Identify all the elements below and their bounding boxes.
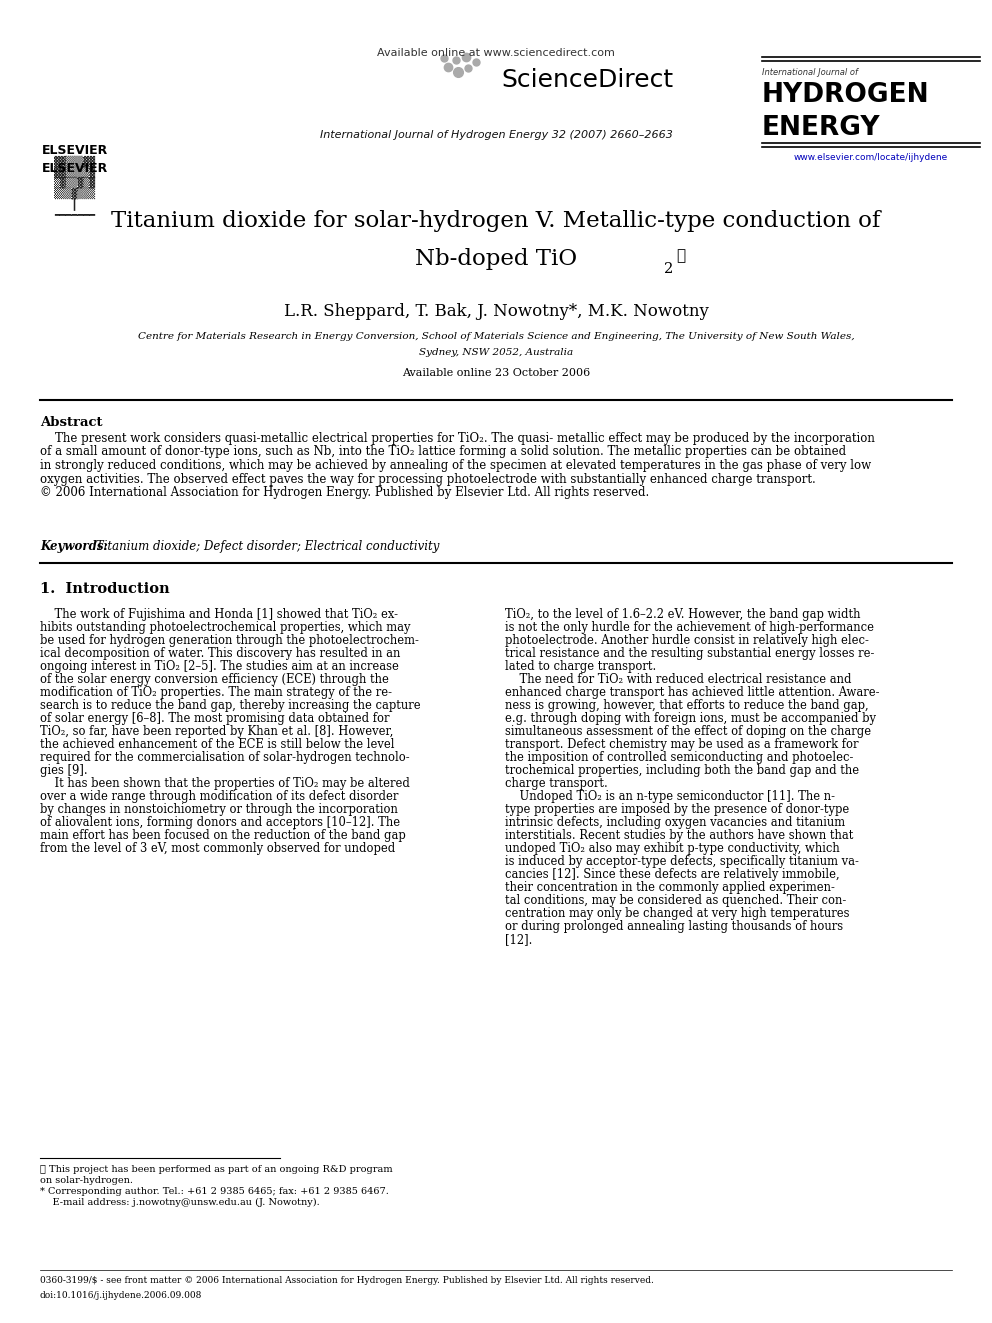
Text: ELSEVIER: ELSEVIER — [42, 161, 108, 175]
Text: * Corresponding author. Tel.: +61 2 9385 6465; fax: +61 2 9385 6467.: * Corresponding author. Tel.: +61 2 9385… — [40, 1187, 389, 1196]
Text: charge transport.: charge transport. — [505, 777, 608, 790]
Bar — [15, 60, 145, 155]
Text: TiO₂, so far, have been reported by Khan et al. [8]. However,: TiO₂, so far, have been reported by Khan… — [40, 725, 394, 738]
Text: type properties are imposed by the presence of donor-type: type properties are imposed by the prese… — [505, 803, 849, 816]
Text: TiO₂, to the level of 1.6–2.2 eV. However, the band gap width: TiO₂, to the level of 1.6–2.2 eV. Howeve… — [505, 609, 860, 620]
Text: of aliovalent ions, forming donors and acceptors [10–12]. The: of aliovalent ions, forming donors and a… — [40, 816, 400, 830]
Text: Abstract: Abstract — [40, 415, 102, 429]
Text: is induced by acceptor-type defects, specifically titanium va-: is induced by acceptor-type defects, spe… — [505, 855, 859, 868]
Text: ▓▓▒▒▒▓▓
▓▓▒▒▒▒▓
▒▓▒▒▓▒▓
▒▒▒▓▒▒▒
   ┃   
━━━━━━━: ▓▓▒▒▒▓▓ ▓▓▒▒▒▒▓ ▒▓▒▒▓▒▓ ▒▒▒▓▒▒▒ ┃ ━━━━━━… — [55, 155, 95, 220]
Text: be used for hydrogen generation through the photoelectrochem-: be used for hydrogen generation through … — [40, 634, 419, 647]
Text: doi:10.1016/j.ijhydene.2006.09.008: doi:10.1016/j.ijhydene.2006.09.008 — [40, 1291, 202, 1301]
Text: L.R. Sheppard, T. Bak, J. Nowotny*, M.K. Nowotny: L.R. Sheppard, T. Bak, J. Nowotny*, M.K.… — [284, 303, 708, 320]
Text: It has been shown that the properties of TiO₂ may be altered: It has been shown that the properties of… — [40, 777, 410, 790]
Text: tal conditions, may be considered as quenched. Their con-: tal conditions, may be considered as que… — [505, 894, 846, 908]
Text: Keywords:: Keywords: — [40, 540, 108, 553]
Text: by changes in nonstoichiometry or through the incorporation: by changes in nonstoichiometry or throug… — [40, 803, 398, 816]
Text: their concentration in the commonly applied experimen-: their concentration in the commonly appl… — [505, 881, 835, 894]
Text: trical resistance and the resulting substantial energy losses re-: trical resistance and the resulting subs… — [505, 647, 874, 660]
Text: www.elsevier.com/locate/ijhydene: www.elsevier.com/locate/ijhydene — [794, 153, 948, 161]
Text: ★ This project has been performed as part of an ongoing R&D program: ★ This project has been performed as par… — [40, 1166, 393, 1174]
Text: photoelectrode. Another hurdle consist in relatively high elec-: photoelectrode. Another hurdle consist i… — [505, 634, 869, 647]
Text: is not the only hurdle for the achievement of high-performance: is not the only hurdle for the achieveme… — [505, 620, 874, 634]
Text: Available online 23 October 2006: Available online 23 October 2006 — [402, 368, 590, 378]
Text: of a small amount of donor-type ions, such as Nb, into the TiO₂ lattice forming : of a small amount of donor-type ions, su… — [40, 446, 846, 459]
Text: undoped TiO₂ also may exhibit p-type conductivity, which: undoped TiO₂ also may exhibit p-type con… — [505, 841, 840, 855]
Text: the imposition of controlled semiconducting and photoelec-: the imposition of controlled semiconduct… — [505, 751, 853, 763]
Text: trochemical properties, including both the band gap and the: trochemical properties, including both t… — [505, 763, 859, 777]
Text: simultaneous assessment of the effect of doping on the charge: simultaneous assessment of the effect of… — [505, 725, 871, 738]
Text: ENERGY: ENERGY — [762, 115, 881, 142]
Text: The need for TiO₂ with reduced electrical resistance and: The need for TiO₂ with reduced electrica… — [505, 673, 851, 687]
Text: cancies [12]. Since these defects are relatively immobile,: cancies [12]. Since these defects are re… — [505, 868, 839, 881]
Text: ScienceDirect: ScienceDirect — [501, 67, 674, 93]
Text: required for the commercialisation of solar-hydrogen technolo-: required for the commercialisation of so… — [40, 751, 410, 763]
Text: e.g. through doping with foreign ions, must be accompanied by: e.g. through doping with foreign ions, m… — [505, 712, 876, 725]
Text: Centre for Materials Research in Energy Conversion, School of Materials Science : Centre for Materials Research in Energy … — [138, 332, 854, 341]
Text: in strongly reduced conditions, which may be achieved by annealing of the specim: in strongly reduced conditions, which ma… — [40, 459, 871, 472]
Text: E-mail address: j.nowotny@unsw.edu.au (J. Nowotny).: E-mail address: j.nowotny@unsw.edu.au (J… — [40, 1199, 319, 1207]
Text: on solar-hydrogen.: on solar-hydrogen. — [40, 1176, 133, 1185]
Text: Nb-doped TiO: Nb-doped TiO — [415, 247, 577, 270]
Text: lated to charge transport.: lated to charge transport. — [505, 660, 657, 673]
Text: intrinsic defects, including oxygen vacancies and titanium: intrinsic defects, including oxygen vaca… — [505, 816, 845, 830]
Text: Titanium dioxide; Defect disorder; Electrical conductivity: Titanium dioxide; Defect disorder; Elect… — [92, 540, 439, 553]
Text: of the solar energy conversion efficiency (ECE) through the: of the solar energy conversion efficienc… — [40, 673, 389, 687]
Text: Undoped TiO₂ is an n-type semiconductor [11]. The n-: Undoped TiO₂ is an n-type semiconductor … — [505, 790, 835, 803]
Text: HYDROGEN: HYDROGEN — [762, 82, 930, 108]
Text: search is to reduce the band gap, thereby increasing the capture: search is to reduce the band gap, thereb… — [40, 699, 421, 712]
Text: © 2006 International Association for Hydrogen Energy. Published by Elsevier Ltd.: © 2006 International Association for Hyd… — [40, 486, 649, 499]
Text: ELSEVIER: ELSEVIER — [42, 144, 108, 157]
Text: or during prolonged annealing lasting thousands of hours: or during prolonged annealing lasting th… — [505, 919, 843, 933]
Text: oxygen activities. The observed effect paves the way for processing photoelectro: oxygen activities. The observed effect p… — [40, 472, 815, 486]
Text: The present work considers quasi-metallic electrical properties for TiO₂. The qu: The present work considers quasi-metalli… — [40, 433, 875, 445]
Text: the achieved enhancement of the ECE is still below the level: the achieved enhancement of the ECE is s… — [40, 738, 395, 751]
Text: of solar energy [6–8]. The most promising data obtained for: of solar energy [6–8]. The most promisin… — [40, 712, 390, 725]
Text: 2: 2 — [664, 262, 674, 277]
Text: [12].: [12]. — [505, 933, 533, 946]
Text: International Journal of: International Journal of — [762, 67, 858, 77]
Text: enhanced charge transport has achieved little attention. Aware-: enhanced charge transport has achieved l… — [505, 687, 880, 699]
Text: interstitials. Recent studies by the authors have shown that: interstitials. Recent studies by the aut… — [505, 830, 853, 841]
Text: ical decomposition of water. This discovery has resulted in an: ical decomposition of water. This discov… — [40, 647, 401, 660]
Text: gies [9].: gies [9]. — [40, 763, 87, 777]
Text: Sydney, NSW 2052, Australia: Sydney, NSW 2052, Australia — [419, 348, 573, 357]
Text: main effort has been focused on the reduction of the band gap: main effort has been focused on the redu… — [40, 830, 406, 841]
Text: ongoing interest in TiO₂ [2–5]. The studies aim at an increase: ongoing interest in TiO₂ [2–5]. The stud… — [40, 660, 399, 673]
Text: transport. Defect chemistry may be used as a framework for: transport. Defect chemistry may be used … — [505, 738, 858, 751]
Text: The work of Fujishima and Honda [1] showed that TiO₂ ex-: The work of Fujishima and Honda [1] show… — [40, 609, 398, 620]
Text: Available online at www.sciencedirect.com: Available online at www.sciencedirect.co… — [377, 48, 615, 58]
Text: modification of TiO₂ properties. The main strategy of the re-: modification of TiO₂ properties. The mai… — [40, 687, 392, 699]
Text: 1.  Introduction: 1. Introduction — [40, 582, 170, 595]
Text: ness is growing, however, that efforts to reduce the band gap,: ness is growing, however, that efforts t… — [505, 699, 869, 712]
Text: centration may only be changed at very high temperatures: centration may only be changed at very h… — [505, 908, 849, 919]
Text: Titanium dioxide for solar-hydrogen V. Metallic-type conduction of: Titanium dioxide for solar-hydrogen V. M… — [111, 210, 881, 232]
Text: over a wide range through modification of its defect disorder: over a wide range through modification o… — [40, 790, 399, 803]
Text: International Journal of Hydrogen Energy 32 (2007) 2660–2663: International Journal of Hydrogen Energy… — [319, 130, 673, 140]
Text: hibits outstanding photoelectrochemical properties, which may: hibits outstanding photoelectrochemical … — [40, 620, 411, 634]
Text: from the level of 3 eV, most commonly observed for undoped: from the level of 3 eV, most commonly ob… — [40, 841, 395, 855]
Text: ☆: ☆ — [676, 249, 685, 263]
Text: 0360-3199/$ - see front matter © 2006 International Association for Hydrogen Ene: 0360-3199/$ - see front matter © 2006 In… — [40, 1275, 654, 1285]
